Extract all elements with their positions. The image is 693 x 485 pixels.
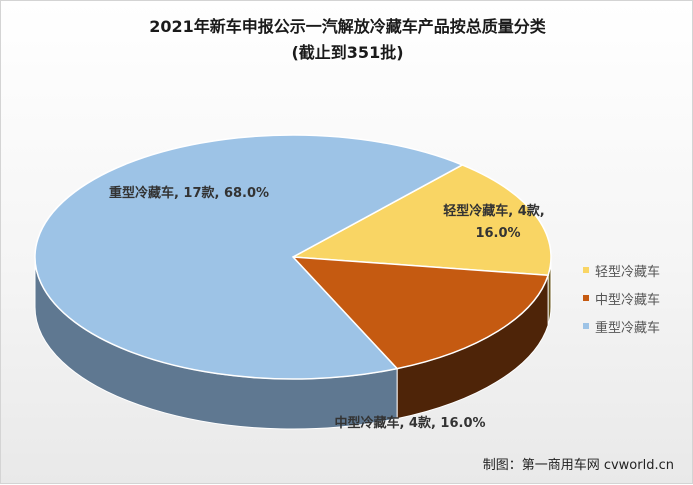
legend-label-light: 轻型冷藏车 bbox=[595, 264, 661, 280]
source-credit: 制图：第一商用车网 cvworld.cn bbox=[482, 458, 674, 473]
pie-slice-light bbox=[290, 164, 552, 277]
data-label-light-line1: 轻型冷藏车, 4款, bbox=[443, 203, 544, 219]
legend-item-light: 轻型冷藏车 bbox=[583, 256, 660, 284]
data-label-medium: 中型冷藏车, 4款, 16.0% bbox=[334, 415, 485, 431]
chart-legend: 轻型冷藏车 中型冷藏车 重型冷藏车 bbox=[583, 256, 660, 340]
legend-label-heavy: 重型冷藏车 bbox=[595, 320, 661, 336]
legend-item-heavy: 重型冷藏车 bbox=[583, 312, 660, 340]
legend-label-medium: 中型冷藏车 bbox=[595, 292, 661, 308]
data-label-heavy: 重型冷藏车, 17款, 68.0% bbox=[109, 185, 269, 201]
chart-title: 2021年新车申报公示一汽解放冷藏车产品按总质量分类 bbox=[149, 17, 546, 36]
legend-swatch-heavy bbox=[583, 323, 589, 329]
legend-swatch-medium bbox=[583, 295, 589, 301]
legend-item-medium: 中型冷藏车 bbox=[583, 284, 660, 312]
pie-top-slices bbox=[34, 134, 552, 380]
chart-subtitle: (截止到351批) bbox=[291, 43, 404, 62]
data-label-light-line2: 16.0% bbox=[475, 226, 520, 241]
pie-slice-medium bbox=[291, 256, 550, 370]
data-labels: 轻型冷藏车, 4款, 16.0% 重型冷藏车, 17款, 68.0% 中型冷藏车… bbox=[109, 185, 545, 431]
legend-swatch-light bbox=[583, 267, 589, 273]
pie-slice-heavy bbox=[34, 134, 465, 380]
